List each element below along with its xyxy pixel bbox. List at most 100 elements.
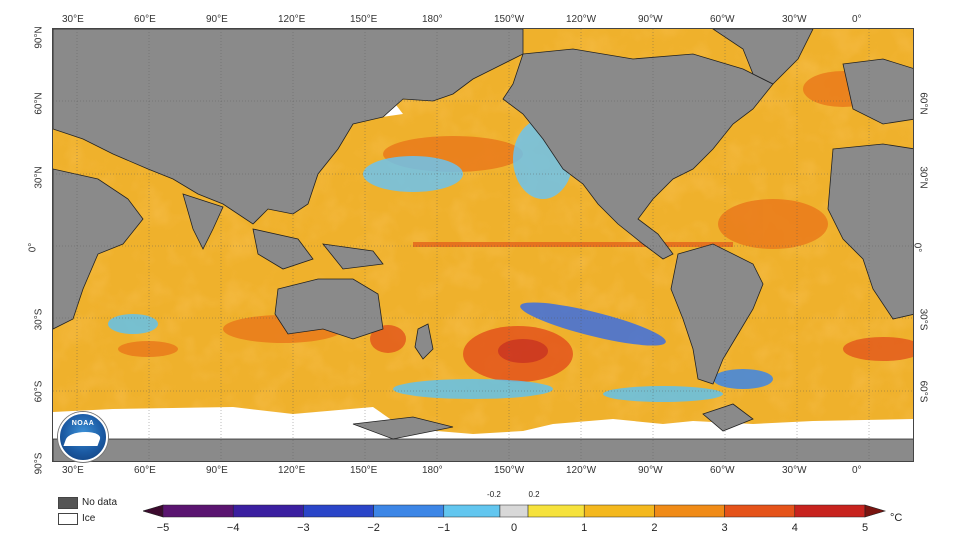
longitude-label: 60°W	[710, 465, 735, 476]
antarctica-ross-edge	[352, 416, 454, 440]
noaa-logo: NOAA	[58, 412, 108, 462]
latitude-label-left: 60°S	[33, 380, 45, 403]
colorbar-near-zero-label: 0.2	[528, 490, 540, 499]
indonesia-landmass	[252, 228, 314, 270]
australia-landmass	[274, 278, 384, 340]
colorbar-tick-label: 4	[791, 522, 798, 534]
africa-east-landmass	[53, 168, 144, 330]
colorbar-tick-label: −5	[156, 522, 170, 534]
noaa-logo-text: NOAA	[71, 420, 95, 427]
new-guinea-landmass	[322, 243, 384, 270]
longitude-label: 90°W	[638, 14, 663, 25]
north-america-landmass	[502, 48, 774, 260]
longitude-label: 120°W	[566, 465, 597, 476]
ice-swatch	[58, 513, 78, 525]
latitude-label-right: 30°S	[917, 308, 929, 331]
latitude-label-left: 30°N	[33, 166, 45, 189]
latitude-label-right: 0°	[911, 242, 923, 253]
latitude-label-left: 60°N	[33, 92, 45, 115]
colorbar-segment	[794, 504, 866, 518]
colorbar	[143, 504, 887, 518]
warm-anomaly-core	[498, 339, 548, 363]
latitude-label-right: 60°N	[917, 92, 929, 115]
longitude-label: 30°E	[62, 14, 84, 25]
colorbar-segment	[162, 504, 234, 518]
colorbar-tick-label: 2	[651, 522, 658, 534]
longitude-label: 60°E	[134, 465, 156, 476]
colorbar-extend-low	[143, 504, 164, 518]
colorbar-segment	[443, 504, 501, 518]
colorbar-segment	[373, 504, 445, 518]
longitude-label: 90°W	[638, 465, 663, 476]
cool-anomaly-west-indian	[108, 314, 158, 334]
warm-anomaly-north-atlantic	[718, 199, 828, 249]
colorbar-segment	[499, 504, 529, 518]
latitude-label-left: 90°N	[33, 26, 45, 49]
colorbar-extend-high	[864, 504, 887, 518]
south-america-landmass	[670, 243, 764, 385]
new-zealand-landmass	[414, 323, 434, 360]
warm-anomaly-equatorial-band	[413, 242, 733, 247]
longitude-label: 120°E	[278, 14, 306, 25]
colorbar-segment	[724, 504, 796, 518]
colorbar-tick-label: −2	[367, 522, 380, 534]
colorbar-tick-label: −4	[226, 522, 240, 534]
warm-anomaly-tasman	[370, 325, 406, 353]
longitude-label: 90°E	[206, 465, 228, 476]
cool-anomaly-southeast-pacific	[520, 302, 666, 346]
colorbar-tick-label: 0	[510, 522, 518, 534]
no-data-label: No data	[82, 497, 118, 508]
longitude-label: 30°W	[782, 14, 807, 25]
longitude-label: 180°	[422, 465, 443, 476]
graticule	[53, 29, 913, 461]
cool-anomaly-drake	[603, 386, 723, 402]
latitude-label-right: 30°N	[917, 166, 929, 189]
longitude-label: 180°	[422, 14, 443, 25]
colorbar-segment	[527, 504, 585, 518]
europe-landmass	[842, 58, 913, 125]
longitude-label: 60°E	[134, 14, 156, 25]
colorbar-tick-label: −1	[437, 522, 451, 534]
longitude-label: 120°W	[566, 14, 597, 25]
colorbar-segment	[232, 504, 304, 518]
longitude-label: 150°W	[494, 465, 525, 476]
africa-west-landmass	[827, 143, 913, 320]
warm-anomaly-south-atlantic	[843, 337, 913, 361]
colorbar-segment	[654, 504, 725, 518]
sst-anomaly-map[interactable]	[52, 28, 914, 462]
colorbar-tick-label: 3	[721, 522, 728, 534]
greenland-landmass	[712, 29, 814, 85]
colorbar-segment	[303, 504, 374, 518]
latitude-label-right: 60°S	[917, 380, 929, 403]
latitude-label-left: 0°	[27, 242, 39, 253]
land-masses	[53, 29, 913, 461]
eurasia-landmass	[53, 29, 524, 225]
colorbar-segment	[583, 504, 655, 518]
longitude-label: 120°E	[278, 465, 306, 476]
no-data-swatch	[58, 497, 78, 509]
longitude-label: 60°W	[710, 14, 735, 25]
longitude-label: 90°E	[206, 14, 228, 25]
cool-anomaly-argentine-basin	[713, 369, 773, 389]
longitude-label: 30°W	[782, 465, 807, 476]
longitude-label: 30°E	[62, 465, 84, 476]
latitude-label-left: 90°S	[33, 452, 45, 475]
longitude-label: 150°W	[494, 14, 525, 25]
india-landmass	[182, 193, 224, 250]
colorbar-tick-label: −3	[297, 522, 310, 534]
longitude-label: 150°E	[350, 14, 378, 25]
noaa-gull-icon	[63, 432, 103, 446]
colorbar-near-zero-label: -0.2	[487, 490, 501, 499]
colorbar-tick-label: 5	[861, 522, 869, 534]
latitude-label-left: 30°S	[33, 308, 45, 331]
antarctic-peninsula	[702, 403, 754, 432]
colorbar-unit: °C	[890, 512, 903, 524]
warm-anomaly-south-indian-west	[118, 341, 178, 357]
ice-label: Ice	[82, 513, 96, 524]
antarctica-landmass	[53, 438, 913, 461]
map-canvas	[53, 29, 913, 461]
longitude-label: 0°	[852, 14, 862, 25]
colorbar-tick-label: 1	[581, 522, 588, 534]
longitude-label: 0°	[852, 465, 862, 476]
cool-anomaly-southern-ocean	[393, 379, 553, 399]
